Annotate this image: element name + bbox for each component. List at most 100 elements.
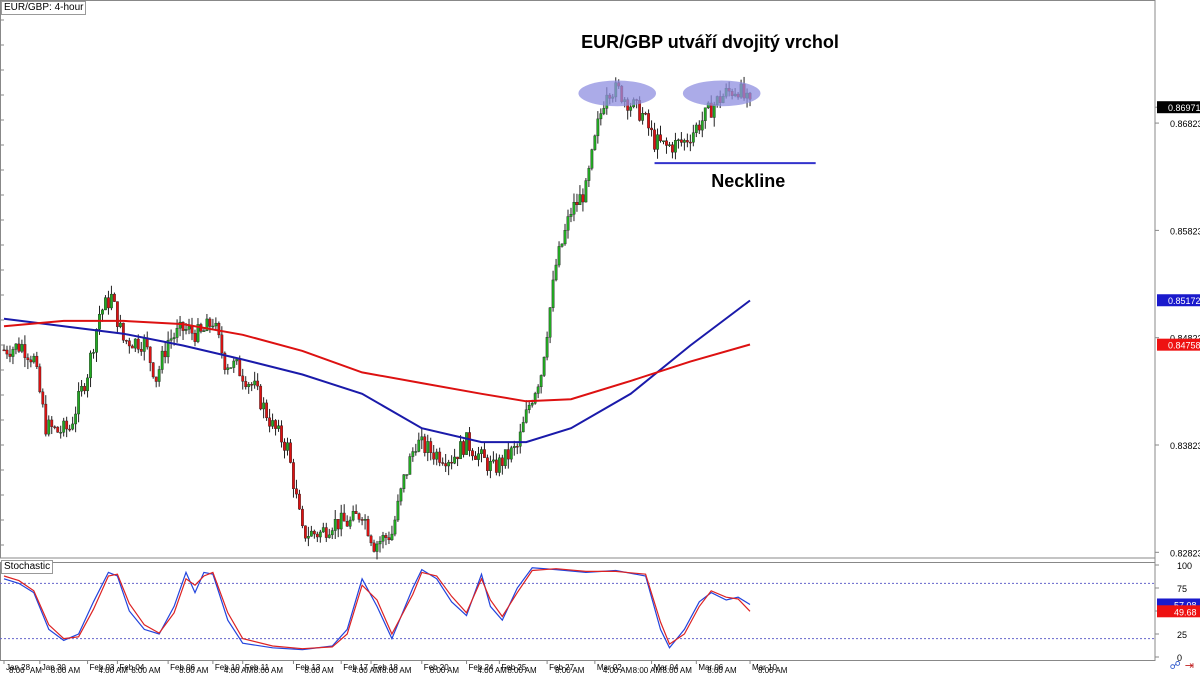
- candle: [8, 353, 12, 357]
- candle: [512, 446, 516, 449]
- time-tick-label: Feb 03: [90, 663, 115, 672]
- candle: [572, 202, 576, 215]
- candle: [324, 527, 328, 538]
- candle: [256, 380, 260, 387]
- candle: [226, 367, 230, 370]
- stochastic-line-2: [3, 568, 751, 650]
- candle: [471, 450, 474, 457]
- time-tick-label: Feb 24: [469, 663, 494, 672]
- candle: [265, 402, 269, 419]
- candle: [515, 446, 519, 448]
- time-subtick-label: 8:00 AM: [758, 666, 788, 675]
- stochastic-badge: [1157, 605, 1200, 618]
- candle: [229, 367, 233, 369]
- candle: [160, 350, 164, 370]
- main-pane-frame: [0, 0, 1156, 559]
- price-badge: [1157, 101, 1200, 114]
- candle: [32, 355, 36, 363]
- price-tick-label: 0.83823: [1170, 441, 1200, 451]
- candle: [363, 519, 367, 521]
- chart-title: EUR/GBP utváří dvojitý vrchol: [581, 32, 839, 52]
- price-tick-label: 0.86823: [1170, 119, 1200, 129]
- stochastic-tick-label: 25: [1177, 630, 1187, 640]
- candle: [139, 349, 143, 352]
- candle: [563, 230, 567, 245]
- time-subtick-label: 8:00 AM: [707, 666, 737, 675]
- jump-to-end-icon[interactable]: ⇥: [1184, 660, 1194, 672]
- candle: [86, 377, 89, 392]
- neckline-label: Neckline: [711, 171, 785, 191]
- candle: [56, 426, 60, 433]
- candle: [465, 432, 468, 455]
- candle: [202, 330, 206, 332]
- price-tick-label: 0.85823: [1170, 226, 1200, 236]
- candle: [703, 107, 707, 121]
- candle: [599, 113, 603, 120]
- candle: [208, 318, 212, 327]
- candle: [113, 293, 116, 302]
- moving-average-line-1: [3, 299, 751, 444]
- candle: [187, 326, 191, 330]
- candle: [694, 124, 698, 133]
- time-subtick-label: 8:00 AM: [382, 666, 412, 675]
- candle: [214, 322, 218, 327]
- candle: [115, 301, 119, 327]
- candle: [41, 391, 45, 405]
- candle: [289, 442, 292, 463]
- moving-average-line-2: [3, 319, 751, 403]
- link-icon[interactable]: ☍: [1169, 660, 1181, 672]
- candle: [151, 362, 155, 378]
- time-tick-label: Feb 18: [373, 663, 398, 672]
- candle: [459, 441, 462, 460]
- stochastic-tick-label: 0: [1177, 653, 1182, 663]
- candle: [20, 344, 24, 352]
- time-tick-label: Jan 28: [6, 663, 31, 672]
- candle: [184, 329, 188, 331]
- candle: [653, 129, 656, 150]
- candle: [95, 329, 98, 353]
- candle: [238, 359, 242, 377]
- candle: [539, 375, 543, 388]
- candle: [309, 530, 313, 537]
- stochastic-label: Stochastic: [1, 560, 54, 574]
- candle: [438, 451, 442, 463]
- double-top-highlight: [682, 80, 761, 107]
- candle: [453, 456, 457, 464]
- candle: [306, 536, 310, 539]
- candle: [318, 531, 322, 538]
- candle: [688, 141, 692, 144]
- candle: [659, 134, 662, 142]
- candle: [429, 441, 433, 453]
- candle: [169, 338, 173, 341]
- time-tick-label: Mar 04: [654, 663, 679, 672]
- candle: [602, 108, 606, 114]
- candle: [500, 457, 504, 466]
- candle: [121, 322, 125, 341]
- candle: [435, 451, 439, 460]
- candle: [483, 449, 486, 458]
- candle: [277, 425, 280, 429]
- candle: [596, 118, 600, 137]
- chart-controls[interactable]: ☍ ⇥: [1166, 659, 1194, 672]
- candle: [217, 322, 221, 336]
- time-tick-label: Feb 17: [343, 663, 368, 672]
- stochastic-line-1: [3, 567, 751, 651]
- candle: [450, 461, 454, 464]
- candle: [342, 512, 346, 522]
- candle: [136, 338, 140, 350]
- candle: [77, 391, 81, 415]
- time-tick-label: Feb 04: [119, 663, 144, 672]
- candle: [575, 202, 579, 206]
- time-subtick-label: 4:00 AM: [99, 666, 129, 675]
- candle: [462, 441, 465, 455]
- candle: [671, 144, 674, 153]
- candle: [468, 432, 471, 451]
- time-subtick-label: 8:00: [9, 666, 25, 675]
- candle: [432, 452, 436, 460]
- candle: [700, 120, 704, 131]
- candle: [35, 355, 39, 367]
- candle: [336, 519, 340, 530]
- candle: [74, 413, 78, 425]
- candle: [268, 417, 271, 427]
